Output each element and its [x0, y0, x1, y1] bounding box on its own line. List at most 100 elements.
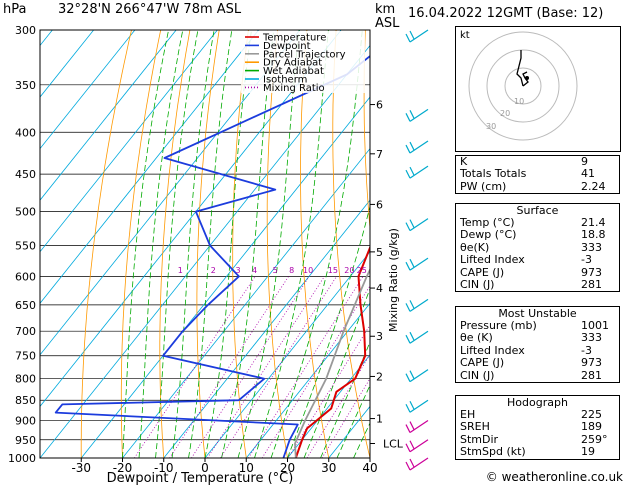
hodo-unit-label: kt — [460, 30, 470, 41]
wind-barb-flag — [405, 113, 411, 122]
wet-adiabat-line — [122, 30, 169, 458]
wet-adiabat-line — [320, 341, 370, 458]
km-tick-label: 6 — [376, 198, 383, 211]
hodo-row: StmDir 259° — [460, 432, 608, 446]
pressure-tick-label: 900 — [15, 415, 36, 428]
wind-barb — [409, 218, 429, 232]
km-tick-label: 2 — [376, 370, 383, 383]
wind-barb-flag — [405, 424, 411, 433]
wet-adiabat-line — [270, 30, 363, 458]
legend-entry: Parcel Trajectory — [263, 49, 346, 60]
mixing-ratio-line — [191, 276, 310, 458]
isotherm-line — [40, 30, 218, 253]
wind-barb-flag — [409, 421, 415, 430]
index-row: Totals Totals 41 — [460, 167, 595, 181]
wind-barb-flag — [409, 400, 415, 410]
x-tick-label: 0 — [201, 461, 209, 475]
wind-barb-flag — [409, 141, 415, 151]
asl-label: ASL — [375, 16, 400, 31]
wet-adiabat-line — [336, 384, 370, 458]
km-tick-label: 6 — [376, 99, 383, 112]
wind-barb-flag — [405, 169, 411, 179]
wind-barb-flag — [409, 370, 415, 379]
wind-barb — [409, 420, 429, 434]
wind-barb-flag — [409, 30, 415, 40]
hodo-ring-label-20: 20 — [500, 109, 510, 118]
wet-adiabat-line — [155, 30, 199, 458]
wet-adiabat-line — [303, 287, 370, 458]
mu-row: Lifted Index -3 — [460, 343, 592, 357]
wind-barbs — [405, 29, 429, 471]
surface-title: Surface — [516, 204, 559, 217]
plot-frame — [39, 29, 371, 459]
dry-adiabat-line — [120, 30, 162, 458]
mixing-ratio-tick-label: 2 — [211, 266, 216, 275]
mixing-ratio-tick-label: 25 — [357, 266, 367, 275]
credit-label: © weatheronline.co.uk — [485, 470, 623, 484]
mixing-ratio-tick-label: 1 — [178, 266, 183, 275]
dry-adiabat-line — [300, 30, 330, 458]
wind-barb — [409, 108, 429, 122]
legend-box — [241, 31, 365, 93]
km-tick-label: 7 — [376, 148, 383, 161]
wet-adiabat-line — [237, 30, 300, 458]
wind-barb — [409, 439, 429, 453]
wet-adiabat-line — [287, 204, 370, 458]
pressure-tick-label: 650 — [15, 299, 36, 312]
legend-entry: Isotherm — [263, 75, 307, 86]
isotherm-line — [245, 302, 370, 458]
mixing-ratio-tick-label: 5 — [273, 266, 278, 275]
x-axis-label: Dewpoint / Temperature (°C) — [107, 471, 294, 486]
wet-adiabat-line — [221, 30, 275, 458]
mixing-ratio-line — [220, 276, 337, 458]
mixing-ratio-tick-label: 15 — [328, 266, 338, 275]
hodo-ring-20 — [486, 49, 560, 123]
wet-adiabat-line — [171, 30, 215, 458]
hpa-label: hPa — [3, 2, 27, 17]
wind-barb-flag — [405, 461, 411, 471]
hodo-ring-10 — [504, 67, 542, 105]
wet-adiabat-line — [369, 457, 370, 458]
wet-adiabat-line — [138, 30, 184, 458]
wind-barb — [409, 298, 429, 312]
x-tick-label: -30 — [71, 461, 91, 475]
isotherm-line — [411, 30, 455, 458]
wind-barb — [409, 165, 429, 179]
x-tick-label: 20 — [280, 461, 295, 475]
isotherm-line — [287, 354, 370, 458]
pressure-tick-label: 800 — [15, 373, 36, 386]
dry-adiabat-line — [332, 30, 370, 458]
mixing-ratio-line — [207, 276, 325, 458]
mixing-ratio-tick-label: 10 — [303, 266, 313, 275]
most-unstable-table: Most Unstable Pressure (mb) 1001 θe (K) 33… — [455, 306, 620, 383]
wet-adiabat-line — [353, 422, 370, 458]
hodo-row: StmSpd (kt) 19 — [460, 445, 595, 459]
mixing-ratio-tick-label: 4 — [252, 266, 257, 275]
wind-barb-flag — [409, 440, 415, 450]
wet-adiabat-line — [188, 30, 233, 458]
most-unstable-title: Most Unstable — [498, 307, 577, 320]
wind-barb — [409, 457, 429, 471]
pressure-tick-label: 600 — [15, 270, 36, 283]
datetime-label: 16.04.2022 12GMT (Base: 12) — [408, 6, 604, 21]
km-tick-label: 4 — [376, 282, 383, 295]
mixing-ratio-line — [169, 276, 289, 458]
legend-entry: Dry Adiabat — [263, 58, 322, 69]
wet-adiabat-line — [204, 30, 252, 458]
pressure-tick-label: 450 — [15, 168, 36, 181]
wind-barb-flag — [405, 443, 411, 453]
surface-row: Dewp (°C) 18.8 — [460, 228, 606, 242]
dry-adiabat-line — [159, 30, 191, 458]
skewt-chart: 3003504004505005506006507007508008509009… — [8, 24, 455, 486]
wind-barb-flag — [405, 261, 411, 271]
x-tick-label: -10 — [154, 461, 174, 475]
pressure-tick-label: 1000 — [8, 452, 36, 465]
pressure-tick-label: 500 — [15, 206, 36, 219]
wind-barb-flag — [409, 300, 415, 309]
mixing-ratio-tick-label: 20 — [344, 266, 354, 275]
km-tick-label: 3 — [376, 330, 383, 343]
pressure-tick-label: 400 — [15, 126, 36, 139]
pressure-tick-label: 350 — [15, 79, 36, 92]
